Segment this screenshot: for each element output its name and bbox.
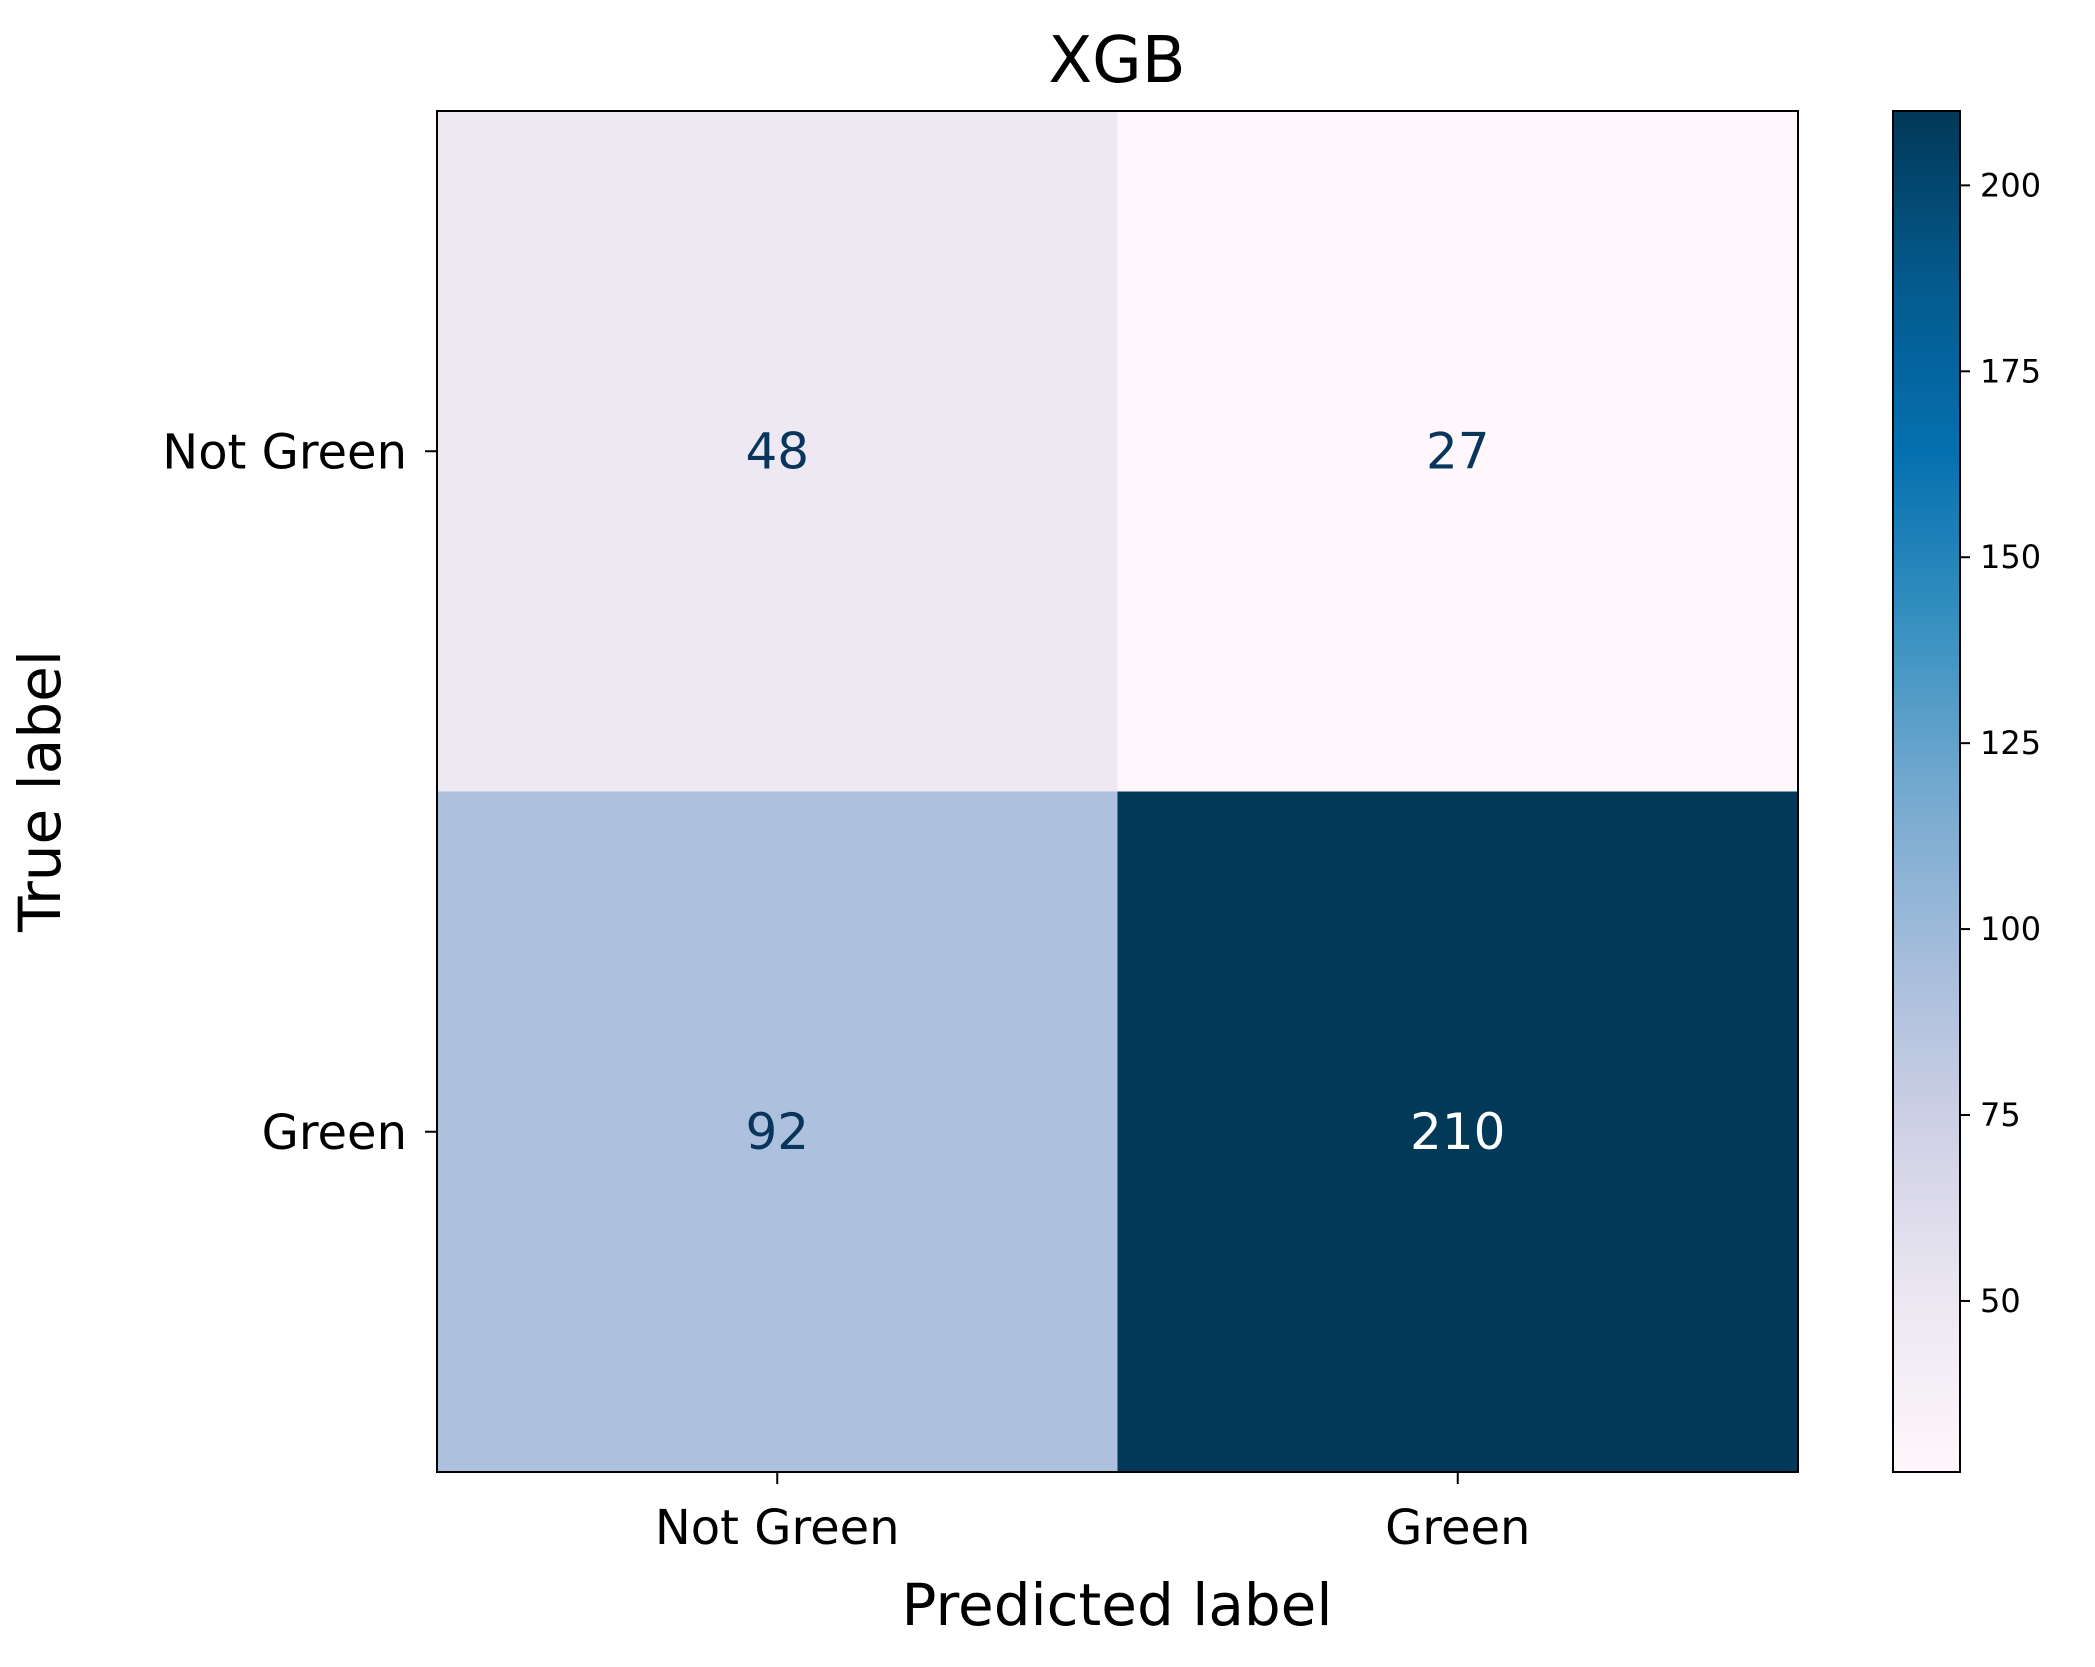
x-tick-label: Not Green	[655, 1500, 900, 1556]
y-axis-title: True label	[6, 650, 74, 933]
colorbar-tick-label: 200	[1980, 166, 2041, 204]
colorbar-tick-label: 150	[1980, 538, 2041, 576]
x-tick-label: Green	[1385, 1500, 1530, 1556]
cell-value-label: 48	[745, 422, 809, 480]
colorbar-tick-label: 75	[1980, 1096, 2021, 1134]
colorbar-tick-label: 50	[1980, 1282, 2021, 1320]
colorbar-frame	[1892, 110, 1961, 1473]
matrix-cell	[1117, 791, 1799, 1473]
matrix-cell	[437, 791, 1118, 1473]
colorbar-tick-label: 125	[1980, 724, 2041, 762]
chart-title: XGB	[1048, 24, 1185, 98]
x-axis-title: Predicted label	[902, 1571, 1333, 1639]
colorbar-tick-label: 175	[1980, 352, 2041, 390]
cell-value-label: 27	[1426, 422, 1490, 480]
matrix-cell	[1117, 111, 1799, 792]
cell-value-label: 92	[745, 1103, 809, 1161]
colorbar-tick-label: 100	[1980, 910, 2041, 948]
cell-value-label: 210	[1410, 1103, 1505, 1161]
plot-frame	[436, 110, 1799, 1473]
y-tick-label: Green	[262, 1105, 407, 1161]
matrix-cell	[437, 111, 1118, 792]
colorbar	[1893, 111, 1960, 1472]
y-tick-label: Not Green	[162, 424, 407, 480]
